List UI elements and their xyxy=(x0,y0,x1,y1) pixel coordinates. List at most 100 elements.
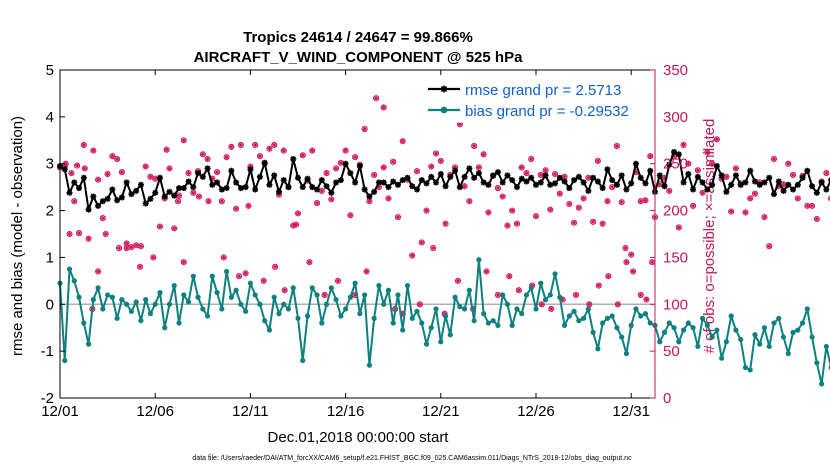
rmse-point xyxy=(466,165,472,171)
bias-point xyxy=(643,311,648,316)
bias-point xyxy=(110,295,115,300)
rmse-point xyxy=(809,183,815,189)
obs-assimilated-point xyxy=(796,196,800,200)
obs-assimilated-point xyxy=(129,245,133,249)
obs-assimilated-point xyxy=(117,246,121,250)
obs-assimilated-point xyxy=(72,199,76,203)
rmse-point xyxy=(157,175,163,181)
bias-point xyxy=(629,323,634,328)
bias-point xyxy=(72,278,77,283)
obs-assimilated-point xyxy=(91,148,95,152)
bias-point xyxy=(781,334,786,339)
obs-assimilated-point xyxy=(139,244,143,248)
y-right-tick-label: 100 xyxy=(663,296,688,313)
bias-point xyxy=(257,302,262,307)
obs-assimilated-point xyxy=(158,224,162,228)
rmse-point xyxy=(728,182,734,188)
obs-assimilated-point xyxy=(767,244,771,248)
rmse-point xyxy=(67,190,73,196)
bias-point xyxy=(305,313,310,318)
bias-point xyxy=(710,334,715,339)
bias-point xyxy=(633,306,638,311)
rmse-point xyxy=(471,175,477,181)
obs-assimilated-point xyxy=(205,157,209,161)
bias-point xyxy=(105,292,110,297)
obs-assimilated-point xyxy=(282,288,286,292)
bias-point xyxy=(657,339,662,344)
bias-point xyxy=(119,297,124,302)
rmse-point xyxy=(300,184,306,190)
chart-title-line1: Tropics 24614 / 24647 = 99.866% xyxy=(243,29,473,46)
obs-assimilated-point xyxy=(96,177,100,181)
bias-point xyxy=(538,281,543,286)
bias-point xyxy=(819,381,824,386)
bias-point xyxy=(595,346,600,351)
obs-assimilated-point xyxy=(148,175,152,179)
obs-assimilated-point xyxy=(805,204,809,208)
rmse-point xyxy=(709,182,715,188)
bias-point xyxy=(733,327,738,332)
bias-point xyxy=(386,288,391,293)
bias-point xyxy=(410,316,415,321)
obs-assimilated-point xyxy=(631,269,635,273)
rmse-point xyxy=(262,160,268,166)
bias-point xyxy=(571,309,576,314)
rmse-point xyxy=(562,179,568,185)
obs-assimilated-point xyxy=(529,157,533,161)
obs-assimilated-point xyxy=(500,194,504,198)
obs-assimilated-point xyxy=(762,215,766,219)
x-axis-label: Dec.01,2018 00:00:00 start xyxy=(268,429,450,446)
obs-assimilated-point xyxy=(334,166,338,170)
obs-assimilated-point xyxy=(191,191,195,195)
bias-point xyxy=(91,297,96,302)
bias-point xyxy=(248,281,253,286)
rmse-point xyxy=(804,168,810,174)
obs-assimilated-point xyxy=(324,171,328,175)
rmse-point xyxy=(138,182,144,188)
rmse-point xyxy=(476,170,482,176)
obs-assimilated-point xyxy=(201,152,205,156)
obs-assimilated-point xyxy=(182,138,186,142)
rmse-point xyxy=(162,194,168,200)
obs-assimilated-point xyxy=(619,200,623,204)
bias-point xyxy=(124,302,129,307)
obs-assimilated-point xyxy=(562,175,566,179)
obs-assimilated-point xyxy=(791,173,795,177)
obs-assimilated-point xyxy=(182,260,186,264)
obs-assimilated-point xyxy=(610,185,614,189)
bias-point xyxy=(533,306,538,311)
rmse-point xyxy=(266,182,272,188)
obs-assimilated-point xyxy=(710,162,714,166)
rmse-point xyxy=(695,174,701,180)
obs-assimilated-point xyxy=(772,157,776,161)
y-right-tick-label: 150 xyxy=(663,249,688,266)
obs-assimilated-point xyxy=(616,302,620,306)
obs-assimilated-point xyxy=(415,169,419,173)
y-left-tick-label: 3 xyxy=(46,156,54,173)
bias-point xyxy=(605,316,610,321)
obs-assimilated-point xyxy=(273,265,277,269)
obs-assimilated-point xyxy=(237,274,241,278)
bias-point xyxy=(567,313,572,318)
rmse-point xyxy=(719,172,725,178)
bias-point xyxy=(172,283,177,288)
rmse-point xyxy=(761,179,767,185)
rmse-point xyxy=(76,185,82,191)
obs-assimilated-point xyxy=(484,269,488,273)
bias-point xyxy=(319,320,324,325)
obs-assimilated-point xyxy=(381,105,385,109)
rmse-point xyxy=(443,183,449,189)
rmse-point xyxy=(485,182,491,188)
bias-point xyxy=(457,304,462,309)
bias-point xyxy=(443,313,448,318)
bias-point xyxy=(272,295,277,300)
y-left-tick-label: 4 xyxy=(46,109,54,126)
bias-point xyxy=(614,325,619,330)
obs-assimilated-point xyxy=(505,223,509,227)
rmse-point xyxy=(143,201,149,207)
bias-point xyxy=(195,295,200,300)
rmse-point xyxy=(86,207,92,213)
obs-assimilated-point xyxy=(69,171,73,175)
y-right-tick-label: 300 xyxy=(663,109,688,126)
